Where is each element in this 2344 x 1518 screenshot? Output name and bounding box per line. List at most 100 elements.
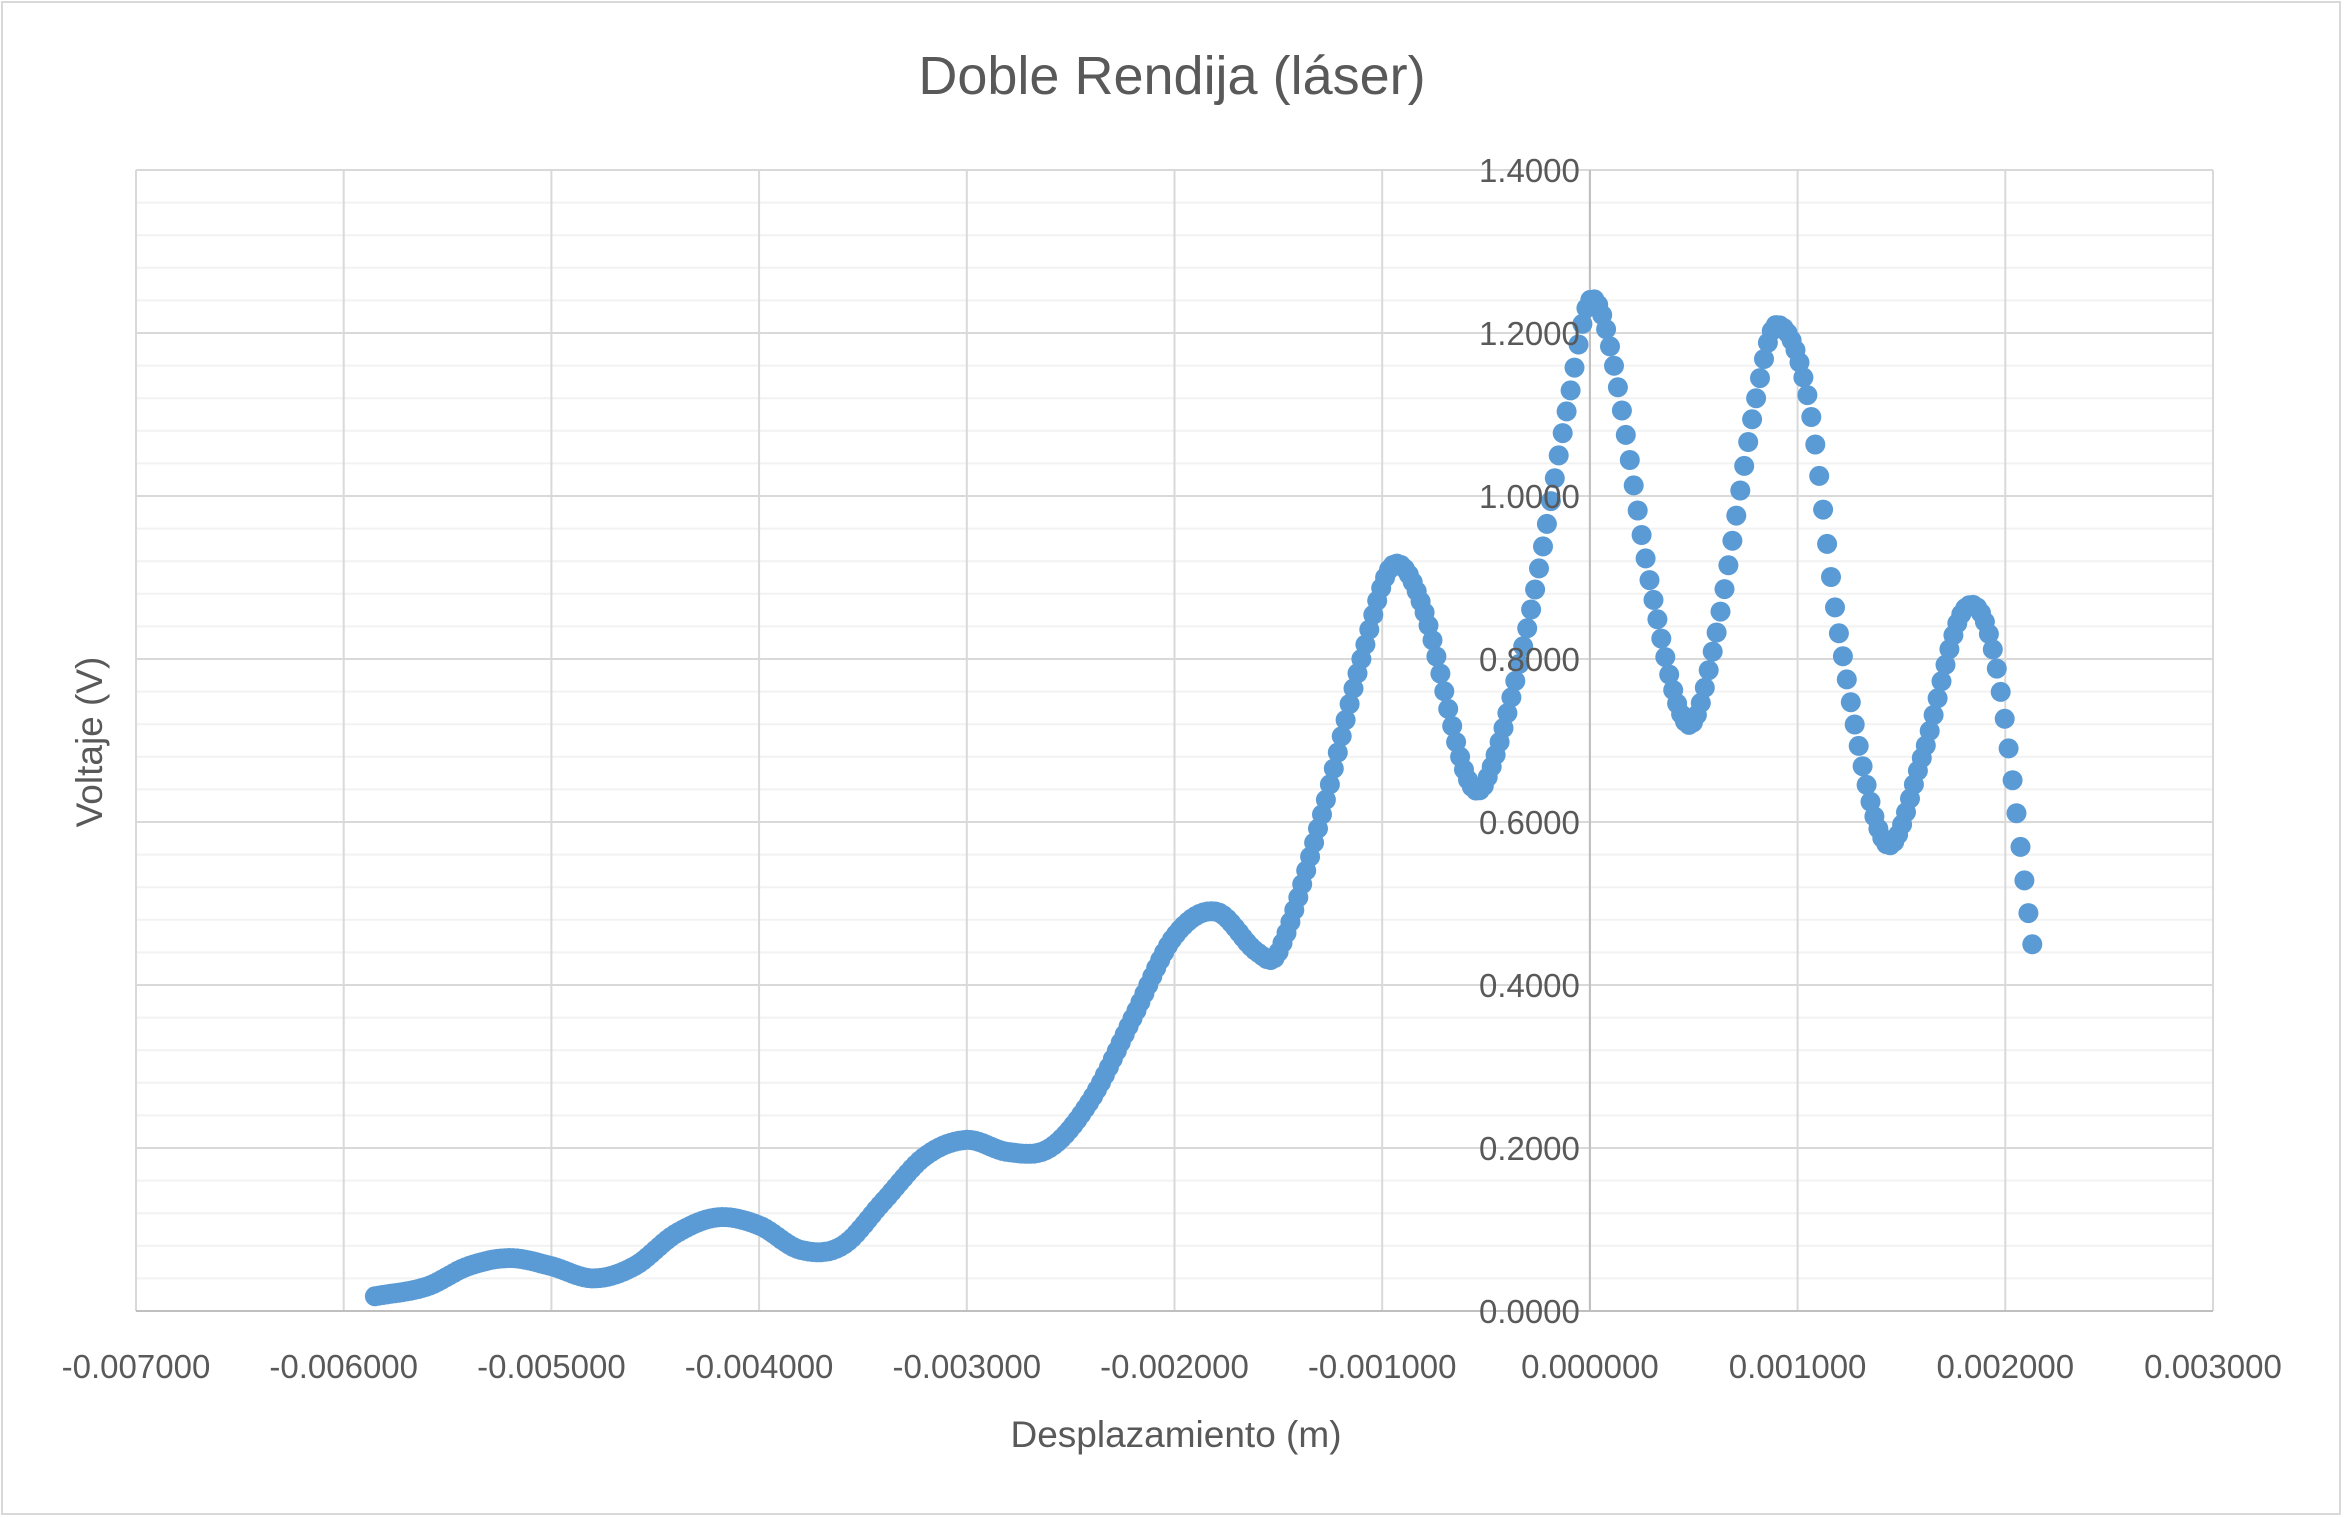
data-point xyxy=(1323,758,1344,779)
data-point xyxy=(1840,692,1861,713)
x-tick-label: 0.003000 xyxy=(2144,1348,2282,1385)
x-tick-label: -0.006000 xyxy=(269,1348,418,1385)
y-tick-label: 0.8000 xyxy=(1479,641,1580,678)
data-point xyxy=(1694,677,1715,698)
data-point xyxy=(1505,671,1526,691)
data-point xyxy=(1607,377,1628,398)
x-tick-label: -0.002000 xyxy=(1100,1348,1249,1385)
data-point xyxy=(1738,432,1759,452)
data-point xyxy=(1604,355,1624,376)
data-point xyxy=(1615,424,1636,445)
data-point xyxy=(1998,738,2019,759)
data-point xyxy=(1596,319,1617,340)
data-point xyxy=(2006,803,2027,824)
data-point xyxy=(1726,505,1747,526)
data-point xyxy=(1631,525,1652,545)
data-point xyxy=(1742,409,1763,430)
data-point xyxy=(1730,480,1751,501)
data-point xyxy=(1935,654,1956,675)
data-point xyxy=(1698,660,1719,681)
data-point xyxy=(1801,407,1822,427)
data-point xyxy=(1529,558,1549,579)
x-tick-label: 0.002000 xyxy=(1936,1348,2074,1385)
data-point xyxy=(1438,698,1459,719)
data-point xyxy=(1639,570,1660,591)
data-point xyxy=(1659,664,1680,685)
data-point xyxy=(1544,468,1565,489)
data-point xyxy=(2022,934,2043,955)
data-point xyxy=(1635,548,1656,569)
data-point xyxy=(1540,491,1561,512)
data-points xyxy=(364,289,2043,1307)
data-point xyxy=(1706,622,1727,643)
data-point xyxy=(1813,499,1834,520)
y-tick-label: 0.0000 xyxy=(1479,1293,1580,1330)
data-point xyxy=(1722,530,1743,551)
data-point xyxy=(1852,756,1873,777)
data-point xyxy=(1734,455,1755,476)
data-point xyxy=(1572,313,1593,334)
data-point xyxy=(1848,735,1869,756)
data-point xyxy=(1789,352,1810,373)
data-point xyxy=(1442,716,1463,736)
data-point xyxy=(1343,678,1364,699)
x-tick-label: -0.004000 xyxy=(685,1348,834,1385)
data-point xyxy=(1517,618,1538,639)
data-point xyxy=(1986,658,2007,679)
y-tick-labels: 0.0000 0.2000 0.4000 0.6000 0.8000 1.0000 1.20… xyxy=(1479,152,1580,1330)
data-point xyxy=(1426,646,1447,667)
y-tick-label: 1.4000 xyxy=(1479,152,1580,189)
x-tick-label: -0.007000 xyxy=(62,1348,211,1385)
data-point xyxy=(1422,630,1443,651)
data-point xyxy=(1556,401,1577,422)
data-point xyxy=(1718,555,1739,576)
data-point xyxy=(1647,609,1668,630)
data-point xyxy=(1655,647,1676,668)
data-point xyxy=(1809,465,1830,486)
data-point xyxy=(1982,639,2003,660)
data-point xyxy=(1805,434,1826,455)
data-point xyxy=(2014,870,2035,891)
data-point xyxy=(1501,687,1522,708)
data-point xyxy=(1919,720,1940,741)
x-tick-label: 0.000000 xyxy=(1521,1348,1659,1385)
data-point xyxy=(2018,903,2039,924)
data-point xyxy=(1564,357,1585,378)
data-point xyxy=(1710,601,1731,622)
data-point xyxy=(1832,646,1853,667)
data-point xyxy=(1844,714,1865,735)
data-point xyxy=(1931,671,1952,692)
data-point xyxy=(2002,770,2023,791)
axes xyxy=(136,170,2213,1312)
data-point xyxy=(1978,623,1999,644)
data-point xyxy=(1513,636,1534,657)
data-point xyxy=(1521,599,1542,620)
major-gridlines xyxy=(135,169,2214,1312)
data-point xyxy=(1600,336,1620,357)
data-point xyxy=(1623,475,1644,496)
x-tick-label: -0.003000 xyxy=(892,1348,1041,1385)
data-point xyxy=(1923,705,1944,725)
data-point xyxy=(1797,385,1818,406)
x-tick-label: -0.001000 xyxy=(1308,1348,1457,1385)
data-point xyxy=(1828,623,1849,644)
data-point xyxy=(1568,334,1589,355)
data-point xyxy=(1690,692,1711,713)
data-point xyxy=(1619,450,1640,470)
data-point xyxy=(1702,641,1723,662)
data-point xyxy=(1627,500,1648,521)
data-point xyxy=(1927,688,1948,709)
y-tick-label: 0.4000 xyxy=(1479,967,1580,1004)
data-point xyxy=(1430,663,1451,684)
data-point xyxy=(1319,774,1340,795)
data-point xyxy=(1315,789,1336,810)
data-point xyxy=(1793,367,1814,388)
data-point xyxy=(1355,634,1376,655)
y-tick-label: 0.2000 xyxy=(1479,1130,1580,1167)
data-point xyxy=(1856,774,1877,795)
data-point xyxy=(1560,380,1581,401)
data-point xyxy=(1754,349,1774,369)
data-point xyxy=(1643,589,1664,610)
data-point xyxy=(1552,423,1573,444)
